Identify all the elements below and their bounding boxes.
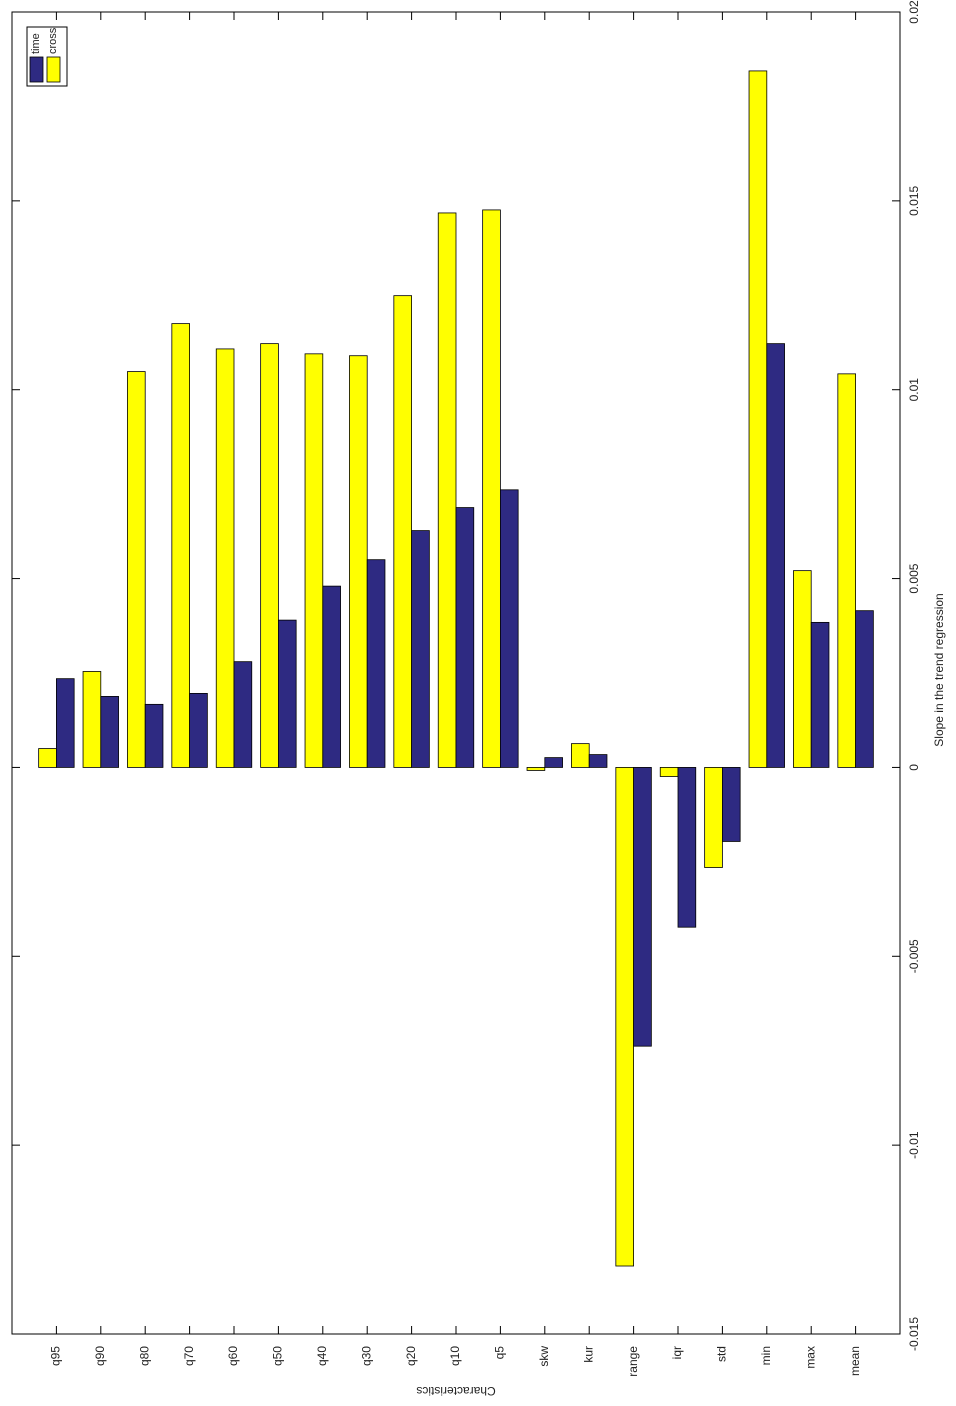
x-tick-label: iqr [670, 1346, 684, 1359]
bar [171, 323, 190, 768]
x-axis-label: Characteristics [416, 1384, 495, 1398]
x-tick-label: q90 [93, 1346, 107, 1366]
bar [144, 703, 164, 768]
bar [82, 671, 102, 768]
bar [810, 621, 830, 768]
x-tick-label: q95 [49, 1346, 63, 1366]
x-tick-label: range [626, 1346, 640, 1377]
x-tick-label: q80 [137, 1346, 151, 1366]
legend-label: cross [47, 27, 59, 54]
bar [766, 343, 785, 768]
legend-label: time [30, 33, 42, 54]
y-tick-label: 0.005 [907, 563, 921, 593]
x-tick-label: q60 [226, 1346, 240, 1366]
bar [304, 353, 324, 768]
bar [127, 371, 146, 768]
y-tick-label: 0.015 [907, 186, 921, 216]
bar [499, 489, 519, 768]
bar [411, 530, 430, 768]
bar [482, 209, 501, 768]
y-tick-label: -0.01 [907, 1131, 921, 1159]
legend-swatch [29, 56, 44, 83]
bar [455, 507, 475, 768]
bar [837, 373, 857, 768]
x-tick-label: mean [848, 1346, 862, 1376]
bar [722, 767, 741, 842]
bar [704, 767, 723, 868]
bar [260, 343, 279, 768]
bar [233, 661, 253, 768]
bar [100, 696, 119, 768]
x-tick-label: min [759, 1346, 773, 1365]
bar [526, 767, 546, 771]
y-tick-label: -0.015 [907, 1317, 921, 1351]
x-tick-label: max [803, 1346, 817, 1369]
bar [633, 767, 652, 1047]
bar [615, 767, 635, 1267]
x-tick-label: q5 [493, 1346, 507, 1360]
bar [571, 743, 590, 768]
bar [855, 610, 874, 768]
x-tick-label: q50 [271, 1346, 285, 1366]
x-tick-label: kur [581, 1346, 595, 1363]
bar [322, 585, 341, 768]
x-tick-label: q10 [448, 1346, 462, 1366]
bar [677, 767, 697, 928]
bar [277, 619, 297, 768]
bar [366, 559, 386, 768]
x-tick-label: q70 [182, 1346, 196, 1366]
x-tick-label: q20 [404, 1346, 418, 1366]
x-tick-label: std [715, 1346, 729, 1362]
bar [393, 295, 412, 768]
x-tick-label: skw [537, 1346, 551, 1367]
x-tick-label: q30 [359, 1346, 373, 1366]
bar [56, 678, 75, 768]
y-tick-label: 0 [907, 764, 921, 771]
y-tick-label: 0.01 [907, 378, 921, 402]
bar [38, 748, 57, 768]
x-tick-label: q40 [315, 1346, 329, 1366]
bar [659, 767, 679, 777]
bar [748, 70, 768, 768]
bar [437, 212, 457, 768]
y-tick-label: -0.005 [907, 939, 921, 973]
axes-box [11, 11, 901, 1335]
y-axis-label: Slope in the trend regression [932, 593, 946, 746]
y-tick-label: 0.02 [907, 0, 921, 24]
bar [544, 757, 563, 768]
bar [793, 570, 812, 768]
bar [349, 355, 368, 768]
legend-swatch [46, 56, 61, 83]
bar [189, 692, 208, 768]
bar [588, 754, 608, 768]
bar [215, 348, 235, 768]
